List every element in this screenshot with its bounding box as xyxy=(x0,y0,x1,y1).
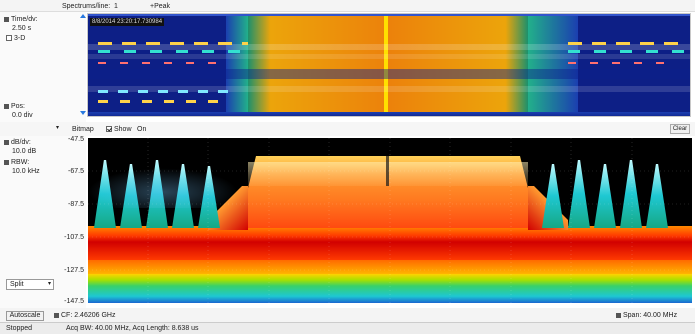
spectrogram-bursts xyxy=(98,100,228,103)
spectrogram-bursts xyxy=(568,62,678,64)
on-label: On xyxy=(137,126,147,133)
run-state: Stopped xyxy=(6,325,33,332)
spectrums-per-line-value[interactable]: 1 xyxy=(114,3,118,10)
spectrogram-bursts xyxy=(98,90,228,93)
chevron-down-icon[interactable]: ▾ xyxy=(56,125,60,131)
chevron-down-icon: ▾ xyxy=(47,281,51,287)
spectrogram-top-edge xyxy=(88,14,690,16)
noise-band-cool xyxy=(88,286,692,303)
y-tick-label: -47.5 xyxy=(68,136,84,143)
noise-scatter xyxy=(88,168,238,208)
y-tick-label: -67.5 xyxy=(68,168,84,175)
knob-icon[interactable] xyxy=(4,139,9,145)
spectrogram-signal-edge xyxy=(226,14,248,116)
span-label[interactable]: Span: 40.00 MHz xyxy=(616,311,677,320)
y-tick-label: -87.5 xyxy=(68,201,84,208)
autoscale-button[interactable]: Autoscale xyxy=(6,311,44,321)
status-bar xyxy=(0,322,695,334)
rbw-value[interactable]: 10.0 kHz xyxy=(12,168,40,175)
marker-up-icon[interactable] xyxy=(80,14,86,18)
spectrogram-band xyxy=(88,44,690,50)
noise-band-mid xyxy=(88,274,692,286)
knob-icon[interactable] xyxy=(54,312,59,318)
clear-button[interactable]: Clear xyxy=(670,124,690,134)
split-select[interactable]: Split ▾ xyxy=(6,279,54,290)
noise-band-hot xyxy=(88,242,692,260)
noise-band-upper xyxy=(88,226,692,242)
spectrogram-center-line xyxy=(384,14,388,116)
spectrogram-bottom-edge xyxy=(88,112,690,116)
spectrogram-bursts xyxy=(568,42,688,45)
spectrogram-bursts xyxy=(98,62,228,64)
top-toolbar xyxy=(0,0,695,12)
db-div-label: dB/dv: xyxy=(4,138,31,147)
spectrogram-band xyxy=(88,86,690,92)
y-tick-label: -107.5 xyxy=(64,234,84,241)
pos-label: Pos: xyxy=(4,102,25,111)
trace-toolbar xyxy=(0,122,695,136)
checkbox-icon[interactable] xyxy=(106,126,112,133)
noise-band-warm xyxy=(88,260,692,274)
pos-value[interactable]: 0.0 div xyxy=(12,112,33,119)
spectrogram-settings-panel xyxy=(0,12,86,122)
spectrogram-signal-edge xyxy=(528,14,578,116)
detector-label[interactable]: +Peak xyxy=(150,3,171,10)
spectrogram-bursts xyxy=(568,50,688,53)
checkbox-icon[interactable] xyxy=(6,35,12,42)
db-div-value[interactable]: 10.0 dB xyxy=(12,148,37,155)
center-notch xyxy=(386,156,389,186)
knob-icon[interactable] xyxy=(616,312,621,318)
spectrogram-wideband-signal xyxy=(248,14,528,116)
center-frequency-label[interactable]: CF: 2.46206 GHz xyxy=(54,311,115,320)
spectrogram-band xyxy=(88,54,690,59)
y-tick-label: -147.5 xyxy=(64,298,84,305)
bottom-bar xyxy=(0,308,695,322)
y-tick-label: -127.5 xyxy=(64,267,84,274)
knob-icon[interactable] xyxy=(4,103,9,109)
spectrum-grid xyxy=(88,138,692,303)
spectrums-per-line-label: Spectrums/line: xyxy=(62,3,111,10)
spectrogram-bursts xyxy=(98,50,248,53)
time-div-value[interactable]: 2.50 s xyxy=(12,25,32,32)
rbw-label: RBW: xyxy=(4,158,29,167)
knob-icon[interactable] xyxy=(4,159,9,165)
knob-icon[interactable] xyxy=(4,16,9,22)
spectrogram-bursts xyxy=(98,42,248,45)
three-d-checkbox[interactable]: 3-D xyxy=(6,34,25,43)
time-div-label: Time/dv: xyxy=(4,15,38,24)
spectrogram-timestamp: 8/8/2014 23:20:17.730984 xyxy=(90,18,165,26)
bitmap-label[interactable]: Bitmap xyxy=(72,126,94,133)
show-checkbox[interactable]: Show xyxy=(106,125,132,134)
marker-down-icon[interactable] xyxy=(80,111,86,115)
spectrogram-display[interactable] xyxy=(87,13,691,117)
spectrogram-band xyxy=(88,69,690,79)
acquisition-info: Acq BW: 40.00 MHz, Acq Length: 8.638 us xyxy=(66,325,199,332)
spectrum-display[interactable] xyxy=(88,138,692,303)
